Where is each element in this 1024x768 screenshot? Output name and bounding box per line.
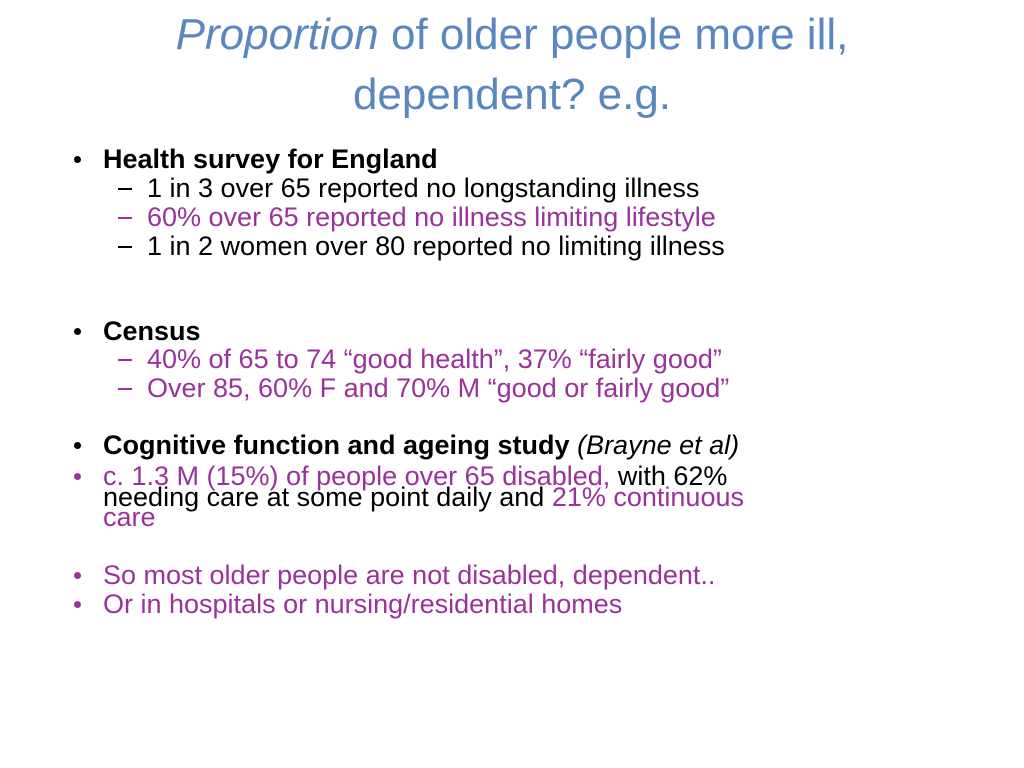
subitem: Over 85, 60% F and 70% M “good or fairly… [147, 373, 730, 403]
text-run: with 62% [617, 461, 728, 491]
subitem: 60% over 65 reported no illness limiting… [147, 202, 716, 232]
bullet [74, 473, 81, 480]
title-italic: Proportion [175, 10, 379, 59]
dash [118, 246, 132, 248]
heading: Cognitive function and ageing study [103, 430, 570, 460]
title-text: of older people more ill, [390, 10, 849, 59]
text-line: So most older people are not disabled, d… [103, 560, 716, 590]
dash [118, 388, 132, 390]
text-run: needing care at some point daily and [103, 482, 545, 512]
dash [118, 217, 132, 219]
heading: Census [103, 316, 201, 346]
text-run: 21% continuous [551, 482, 744, 512]
text-line: Or in hospitals or nursing/residential h… [103, 589, 623, 619]
subitem: 1 in 3 over 65 reported no longstanding … [147, 173, 700, 203]
text-run: c. 1.3 M (15%) of people over 65 disable… [103, 461, 611, 491]
bullet [74, 442, 81, 449]
title-line: dependent? e.g. [352, 70, 672, 119]
bullet [74, 156, 81, 163]
dash [118, 359, 132, 361]
text-line: c. 1.3 M (15%) of people over 65 disable… [103, 460, 727, 492]
bullet [74, 601, 81, 608]
text-line: care [103, 502, 156, 532]
subitem: 40% of 65 to 74 “good health”, 37% “fair… [147, 344, 722, 374]
bullet [74, 572, 81, 579]
bullet [74, 328, 81, 335]
subitem: 1 in 2 women over 80 reported no limitin… [147, 231, 725, 261]
heading: Health survey for England [103, 144, 438, 174]
dash [118, 188, 132, 190]
citation: (Brayne et al) [577, 430, 740, 460]
title-line: Proportion of older people more ill, [0, 5, 1024, 65]
text-line: needing care at some point daily and 21% … [103, 481, 744, 513]
heading-line: Cognitive function and ageing study (Bray… [103, 429, 739, 461]
